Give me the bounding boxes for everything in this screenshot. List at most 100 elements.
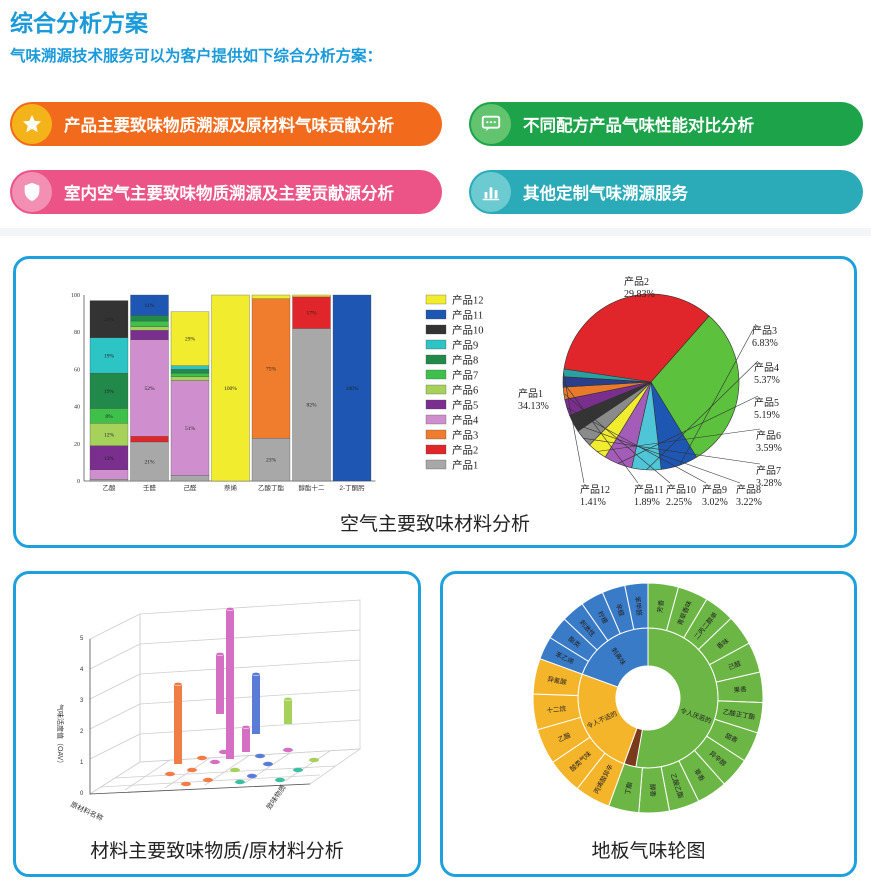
bar-segment bbox=[170, 475, 210, 482]
y-tick-label: 80 bbox=[74, 330, 80, 336]
bar-data-label: 12% bbox=[104, 433, 115, 439]
pie-label-name: 产品5 bbox=[754, 396, 779, 409]
3d-bar-base bbox=[309, 757, 319, 763]
bar-segment bbox=[130, 315, 169, 322]
3d-bar-base bbox=[255, 753, 265, 759]
y-tick: 1 bbox=[80, 760, 84, 766]
bar-data-label: 82% bbox=[306, 403, 317, 409]
bar-data-label: 20% bbox=[104, 317, 115, 323]
x-tick-label: 萘烯 bbox=[224, 483, 238, 492]
bar-segment bbox=[89, 478, 129, 482]
bar-segment bbox=[170, 376, 210, 381]
wheel-outer-label: 果香 bbox=[733, 684, 747, 694]
bar-data-label: 21% bbox=[144, 459, 155, 465]
wheel-outer-label: 醇香 bbox=[648, 784, 658, 798]
pie-leader-line bbox=[646, 360, 759, 471]
pie-label-value: 3.22% bbox=[736, 497, 762, 505]
y-tick-label: 40 bbox=[74, 405, 80, 411]
service-label: 其他定制气味溯源服务 bbox=[523, 184, 688, 203]
bar-segment bbox=[130, 326, 169, 331]
material-analysis-caption: 材料主要致味物质/原材料分析 bbox=[90, 840, 344, 862]
pie-label-name: 产品3 bbox=[752, 324, 777, 337]
y-tick: 3 bbox=[80, 698, 84, 704]
pie-label-value: 29.83% bbox=[624, 289, 655, 300]
bar-segment bbox=[332, 294, 372, 482]
service-button-indoor-air[interactable]: 室内空气主要致味物质溯源及主要贡献源分析 bbox=[10, 170, 442, 214]
page-title: 综合分析方案 bbox=[10, 11, 148, 37]
3d-axes bbox=[89, 639, 311, 795]
y-tick-label: 0 bbox=[77, 479, 80, 485]
3d-bar-base bbox=[203, 777, 213, 783]
3d-bar-base bbox=[247, 773, 257, 779]
service-button-custom[interactable]: 其他定制气味溯源服务 bbox=[469, 170, 863, 214]
y-tick-label: 20 bbox=[74, 442, 80, 448]
legend-label: 产品7 bbox=[452, 369, 478, 382]
bar-data-label: 100% bbox=[346, 386, 359, 392]
3d-bar-top bbox=[283, 697, 293, 701]
legend-swatch bbox=[425, 384, 447, 395]
x-tick-label: 壬醛 bbox=[143, 483, 157, 492]
y-tick: 2 bbox=[80, 729, 84, 735]
3d-bar-base bbox=[181, 781, 191, 787]
chat-icon bbox=[471, 104, 511, 144]
wheel-outer-segment bbox=[624, 582, 649, 631]
pie-label-value: 3.02% bbox=[702, 497, 728, 505]
service-button-formula-comparison[interactable]: 不同配方产品气味性能对比分析 bbox=[469, 102, 863, 146]
legend-swatch bbox=[425, 429, 447, 440]
legend-swatch bbox=[425, 294, 447, 305]
pie-leader-line bbox=[583, 438, 761, 465]
3d-bar-base bbox=[235, 779, 245, 785]
3d-y-ticks: 0 1 2 3 4 5 bbox=[80, 636, 84, 797]
bar-data-label: 19% bbox=[104, 389, 115, 395]
pie-label-value: 5.37% bbox=[754, 375, 780, 386]
bar-data-label: 23% bbox=[266, 458, 277, 464]
pie-label-name: 产品11 bbox=[634, 483, 664, 496]
pie-leader-line bbox=[563, 372, 585, 484]
service-button-product-odor-source[interactable]: 产品主要致味物质溯源及原材料气味贡献分析 bbox=[10, 102, 442, 146]
3d-bar-top bbox=[251, 672, 261, 676]
x-axis-label: 致味物质 bbox=[264, 783, 287, 811]
bar-segment bbox=[251, 298, 291, 439]
air-analysis-caption: 空气主要致味材料分析 bbox=[339, 513, 530, 535]
legend-swatch bbox=[425, 369, 447, 380]
y-axis-label: 气味活度值（OAV） bbox=[56, 704, 65, 767]
3d-bar bbox=[242, 727, 250, 752]
service-label: 产品主要致味物质溯源及原材料气味贡献分析 bbox=[64, 116, 394, 135]
wheel-outer-label: 十二烷 bbox=[546, 704, 567, 715]
legend-swatch bbox=[425, 444, 447, 455]
legend-label: 产品9 bbox=[452, 339, 478, 352]
shield-icon bbox=[12, 172, 52, 212]
bar-data-label: 75% bbox=[266, 366, 277, 372]
bar-data-label: 11% bbox=[145, 303, 155, 309]
z-axis-label: 原材料名称 bbox=[69, 800, 105, 823]
bar-segment bbox=[211, 294, 250, 482]
3d-bar-base bbox=[275, 777, 285, 783]
pie-label-value: 6.83% bbox=[752, 338, 778, 349]
page-subtitle: 气味溯源技术服务可以为客户提供如下综合分析方案： bbox=[10, 47, 383, 65]
legend-label: 产品11 bbox=[452, 309, 483, 322]
3d-bar-top bbox=[215, 652, 225, 656]
legend-swatch bbox=[425, 399, 447, 410]
pie-label-name: 产品8 bbox=[736, 483, 761, 496]
legend-label: 产品10 bbox=[452, 324, 484, 337]
wheel-outer-label: 苯甲醛 bbox=[633, 596, 644, 617]
legend-swatch bbox=[425, 339, 447, 350]
3d-bar-base bbox=[263, 761, 273, 767]
legend-swatch bbox=[425, 459, 447, 470]
3d-bar-top bbox=[225, 607, 235, 611]
bar-segment bbox=[170, 311, 210, 366]
legend-label: 产品6 bbox=[452, 384, 478, 397]
3d-grid bbox=[88, 599, 362, 795]
pie-label-value: 3.59% bbox=[756, 443, 782, 454]
pie-label-name: 产品6 bbox=[756, 429, 781, 442]
3d-bar-top bbox=[241, 725, 251, 729]
bar-segment bbox=[130, 330, 169, 340]
pie-leader-line bbox=[563, 393, 671, 484]
